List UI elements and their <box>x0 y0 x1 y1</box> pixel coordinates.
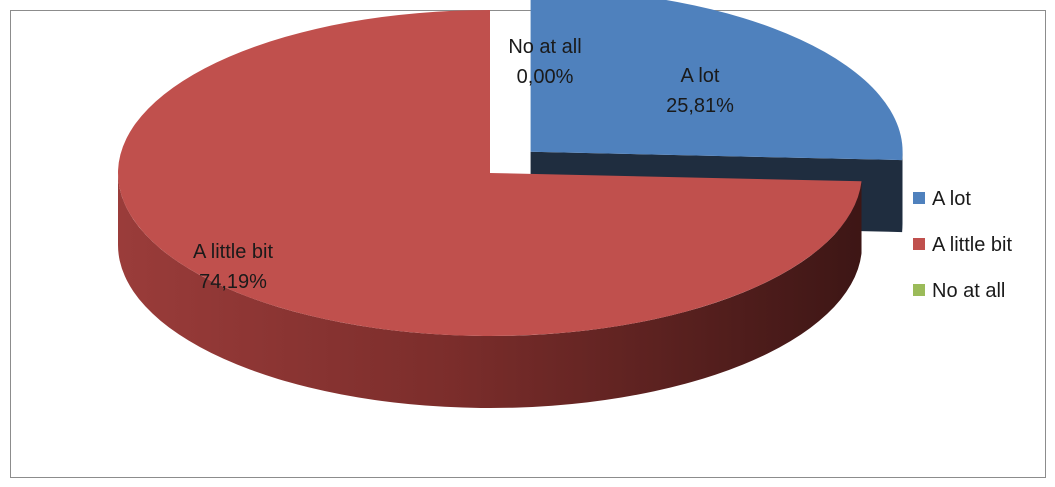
legend-label-a-lot: A lot <box>932 188 971 210</box>
legend-label-a-little-bit: A little bit <box>932 234 1012 256</box>
slice-a-lot <box>530 0 903 161</box>
slice-name-label-a-lot: A lot <box>681 65 720 87</box>
legend-swatch-a-lot <box>913 192 925 204</box>
legend: A lot A little bit No at all <box>913 188 1012 302</box>
slice-side-a-little-bit <box>117 173 862 408</box>
slice-name-label-no-at-all: No at all <box>508 36 581 58</box>
legend-swatch-a-little-bit <box>913 238 925 250</box>
slice-name-label-a-little-bit: A little bit <box>193 241 273 263</box>
slice-value-label-a-little-bit: 74,19% <box>199 271 267 293</box>
pie-tops <box>117 0 903 336</box>
slice-value-label-no-at-all: 0,00% <box>517 66 574 88</box>
slice-a-little-bit <box>117 10 862 336</box>
slice-value-label-a-lot: 25,81% <box>666 95 734 117</box>
legend-label-no-at-all: No at all <box>932 280 1005 302</box>
legend-swatch-no-at-all <box>913 284 925 296</box>
slice-labels: A lot 25,81% A little bit 74,19% No at all 0,… <box>193 36 734 293</box>
